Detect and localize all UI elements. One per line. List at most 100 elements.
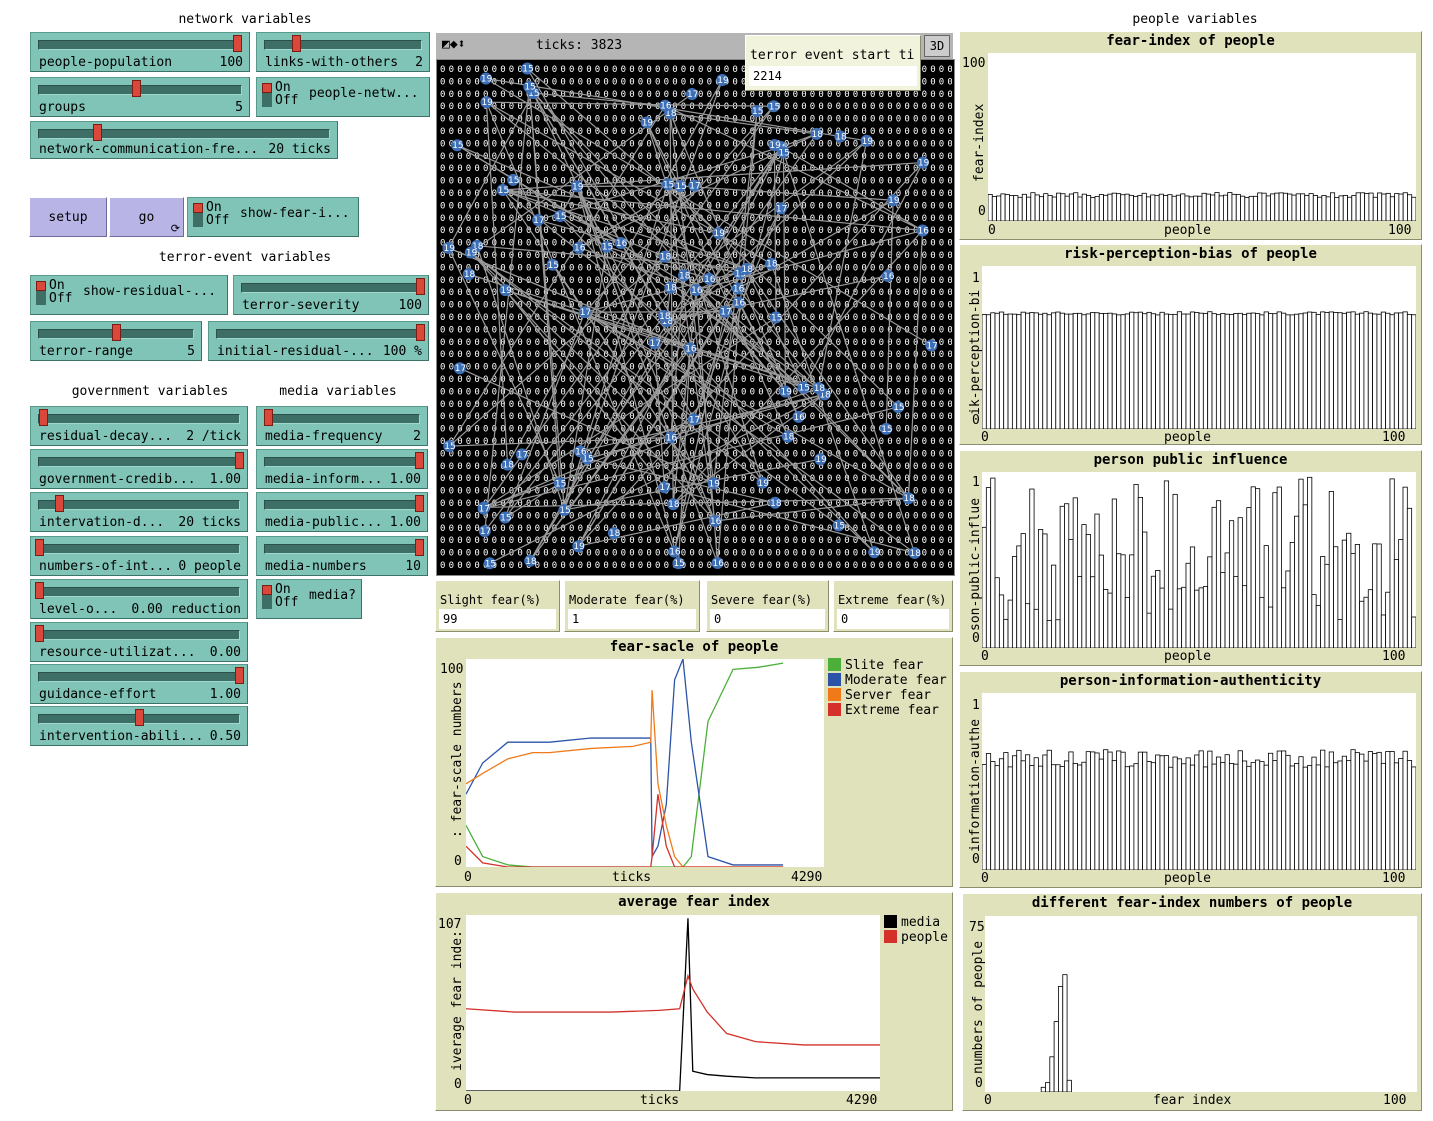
svg-text:0: 0 [560,350,565,360]
slider-knob[interactable] [39,409,48,426]
slider-knob[interactable] [35,625,44,642]
svg-text:0: 0 [741,499,746,509]
slider-knob[interactable] [292,35,302,52]
switch-toggle[interactable] [262,585,272,609]
slider-media-information[interactable]: media-inform... 1.00 [256,449,428,489]
slider-media-numbers[interactable]: media-numbers 10 [256,536,428,576]
person-node [658,309,671,322]
slider-links-with-others[interactable]: links-with-others 2 [256,32,430,72]
svg-text:0: 0 [844,201,849,211]
slider-government-credibility[interactable]: government-credib... 1.00 [30,449,248,489]
svg-text:0: 0 [535,474,540,484]
plot-risk-perception-bias: risk-perception-bias of people ik-percep… [959,244,1422,445]
slider-media-public[interactable]: media-public... 1.00 [256,492,428,532]
svg-text:0: 0 [861,363,866,373]
monitor-title: Severe fear(%) [711,593,812,607]
histogram-bar [1298,478,1304,649]
3d-button[interactable]: 3D [924,35,950,57]
histogram-bar [1142,313,1148,430]
histogram-bar [1367,589,1374,649]
setup-button[interactable]: setup [29,197,107,237]
slider-knob[interactable] [35,539,44,556]
svg-text:0: 0 [560,412,565,422]
switch-media[interactable]: On Off media? [256,579,362,619]
slider-residual-decay[interactable]: residual-decay... 2 /tick [30,406,248,446]
slider-numbers-of-intervention[interactable]: numbers-of-int... 0 people [30,536,248,576]
switch-show-residual[interactable]: On Off show-residual-... [30,275,228,315]
svg-text:0: 0 [474,350,479,360]
slider-terror-range[interactable]: terror-range 5 [30,321,202,361]
svg-text:0: 0 [457,487,462,497]
svg-text:0: 0 [758,387,763,397]
switch-people-network[interactable]: On Off people-netw... [256,77,430,117]
svg-text:0: 0 [707,462,712,472]
svg-text:0: 0 [896,239,901,249]
slider-knob[interactable] [93,124,102,141]
slider-intervation-delay[interactable]: intervation-d... 20 ticks [30,492,248,532]
svg-text:0: 0 [638,239,643,249]
svg-text:0: 0 [483,338,488,348]
slider-people-population[interactable]: people-population 100 [30,32,250,72]
view-controls-icon[interactable]: ◩◆⬍ [442,37,465,52]
slider-knob[interactable] [415,495,424,512]
slider-knob[interactable] [416,278,425,295]
slider-media-frequency[interactable]: media-frequency 2 [256,406,428,446]
slider-knob[interactable] [415,452,424,469]
svg-text:0: 0 [775,164,780,174]
slider-knob[interactable] [55,495,64,512]
slider-knob[interactable] [135,709,144,726]
svg-text:0: 0 [586,276,591,286]
svg-text:0: 0 [801,449,806,459]
histogram-bar [1320,749,1326,871]
svg-text:0: 0 [904,511,909,521]
slider-knob[interactable] [131,80,141,97]
slider-level-of-reduction[interactable]: level-o... 0.00 reduction [30,579,248,619]
slider-knob[interactable] [235,667,244,684]
histogram-bar [1038,313,1044,430]
slider-resource-utilization[interactable]: resource-utilizat... 0.00 [30,622,248,662]
svg-text:0: 0 [732,449,737,459]
slider-knob[interactable] [35,582,44,599]
histogram-bar [1274,192,1280,222]
slider-guidance-effort[interactable]: guidance-effort 1.00 [30,664,248,704]
slider-initial-residual[interactable]: initial-residual-... 100 % [208,321,429,361]
person-node-label: 15 [675,182,686,192]
slider-knob[interactable] [235,452,244,469]
svg-text:0: 0 [466,177,471,187]
svg-text:0: 0 [767,387,772,397]
svg-text:0: 0 [896,561,901,571]
svg-text:0: 0 [483,164,488,174]
slider-knob[interactable] [112,324,121,341]
histogram-bar [1337,312,1343,430]
svg-text:0: 0 [526,325,531,335]
slider-knob[interactable] [264,409,274,426]
switch-toggle[interactable] [36,281,46,305]
slider-knob[interactable] [415,539,424,556]
go-button[interactable]: go ⟳ [109,197,184,237]
svg-text:0: 0 [535,115,540,125]
switch-toggle[interactable] [262,83,272,107]
svg-text:0: 0 [836,338,841,348]
svg-text:0: 0 [836,375,841,385]
svg-text:0: 0 [578,375,583,385]
slider-terror-severity[interactable]: terror-severity 100 [233,275,429,315]
slider-knob[interactable] [232,35,242,52]
switch-show-fear-index[interactable]: On Off show-fear-i... [187,197,359,237]
svg-text:0: 0 [715,288,720,298]
person-node-label: 19 [918,159,930,169]
switch-toggle[interactable] [193,203,203,227]
svg-text:0: 0 [655,77,660,87]
histogram-bar [1372,196,1378,222]
svg-text:0: 0 [552,425,557,435]
slider-intervention-ability[interactable]: intervention-abili... 0.50 [30,706,248,746]
slider-network-communication-frequency[interactable]: network-communication-fre... 20 ticks [30,121,338,159]
slider-groups[interactable]: groups 5 [30,77,250,117]
slider-knob[interactable] [416,324,425,341]
svg-text:0: 0 [664,301,669,311]
svg-text:0: 0 [646,387,651,397]
histogram-bar [1341,539,1347,649]
svg-text:0: 0 [569,65,574,75]
histogram-bar [1228,520,1235,649]
svg-text:0: 0 [543,536,548,546]
